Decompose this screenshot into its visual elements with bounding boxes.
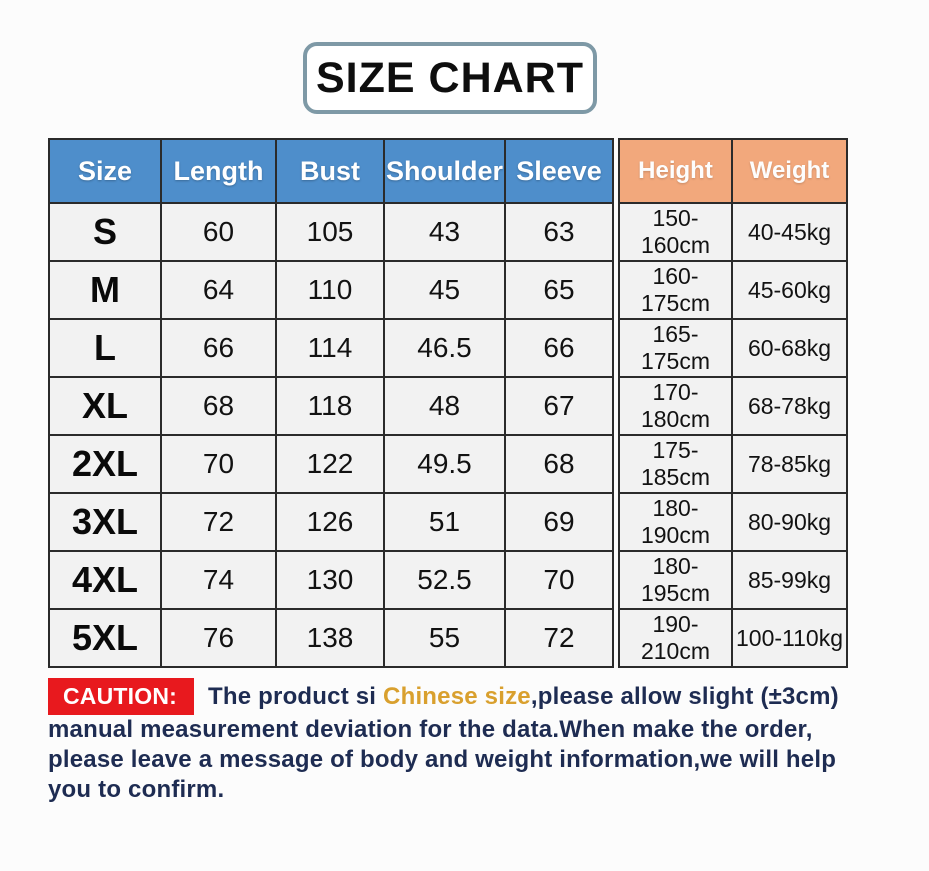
cell-length: 74 [160,550,277,610]
cell-shoulder: 49.5 [383,434,506,494]
size-chart-tables: Size Length Bust Shoulder Sleeve S 60 105 43 63 M… [48,138,848,668]
cell-weight: 80-90kg [731,492,848,552]
cell-height: 160-175cm [618,260,733,320]
cell-size: 2XL [48,434,162,494]
table-row-2xl: 2XL 70 122 49.5 68 [48,434,614,494]
caution-text-line4: you to confirm. [48,776,225,803]
caution-text-line2: manual measurement deviation for the dat… [48,716,813,743]
cell-length: 64 [160,260,277,320]
cell-size: XL [48,376,162,436]
body-row-xl: 170-180cm 68-78kg [618,376,848,436]
body-row-5xl: 190-210cm 100-110kg [618,608,848,668]
cell-bust: 126 [275,492,385,552]
cell-bust: 105 [275,202,385,262]
cell-height: 175-185cm [618,434,733,494]
table-row-4xl: 4XL 74 130 52.5 70 [48,550,614,610]
cell-sleeve: 67 [504,376,614,436]
cell-size: S [48,202,162,262]
cell-weight: 85-99kg [731,550,848,610]
cell-shoulder: 45 [383,260,506,320]
table-row-3xl: 3XL 72 126 51 69 [48,492,614,552]
cell-bust: 138 [275,608,385,668]
cell-height: 190-210cm [618,608,733,668]
table-row-l: L 66 114 46.5 66 [48,318,614,378]
cell-height: 180-195cm [618,550,733,610]
cell-bust: 118 [275,376,385,436]
cell-weight: 78-85kg [731,434,848,494]
cell-size: 3XL [48,492,162,552]
cell-shoulder: 55 [383,608,506,668]
caution-text-line3: please leave a message of body and weigh… [48,746,837,773]
column-header-length: Length [160,138,277,204]
cell-shoulder: 43 [383,202,506,262]
table-row-s: S 60 105 43 63 [48,202,614,262]
cell-size: 4XL [48,550,162,610]
column-header-sleeve: Sleeve [504,138,614,204]
caution-text-1: The product si [208,683,384,710]
cell-sleeve: 69 [504,492,614,552]
cell-weight: 100-110kg [731,608,848,668]
cell-length: 68 [160,376,277,436]
caution-note: CAUTION: The product si Chinese size,plea… [48,678,884,805]
table-row-5xl: 5XL 76 138 55 72 [48,608,614,668]
cell-height: 165-175cm [618,318,733,378]
body-row-s: 150-160cm 40-45kg [618,202,848,262]
cell-height: 180-190cm [618,492,733,552]
cell-shoulder: 48 [383,376,506,436]
body-row-l: 165-175cm 60-68kg [618,318,848,378]
cell-sleeve: 65 [504,260,614,320]
caution-badge: CAUTION: [48,678,195,715]
size-chart-title-box: SIZE CHART [303,42,597,114]
size-chart-title: SIZE CHART [316,53,584,102]
caution-highlight: Chinese size [383,683,531,710]
cell-weight: 45-60kg [731,260,848,320]
cell-bust: 110 [275,260,385,320]
column-header-shoulder: Shoulder [383,138,506,204]
cell-sleeve: 66 [504,318,614,378]
cell-size: 5XL [48,608,162,668]
cell-sleeve: 70 [504,550,614,610]
cell-size: L [48,318,162,378]
measurements-table: Size Length Bust Shoulder Sleeve S 60 105 43 63 M… [48,138,614,668]
cell-shoulder: 46.5 [383,318,506,378]
cell-shoulder: 51 [383,492,506,552]
cell-length: 76 [160,608,277,668]
table-row-xl: XL 68 118 48 67 [48,376,614,436]
cell-shoulder: 52.5 [383,550,506,610]
cell-length: 66 [160,318,277,378]
body-row-4xl: 180-195cm 85-99kg [618,550,848,610]
body-header-row: Height Weight [618,138,848,204]
cell-sleeve: 72 [504,608,614,668]
measure-header-row: Size Length Bust Shoulder Sleeve [48,138,614,204]
caution-text-2: ,please allow slight (±3cm) [530,683,839,710]
cell-bust: 114 [275,318,385,378]
column-header-bust: Bust [275,138,385,204]
cell-weight: 40-45kg [731,202,848,262]
body-row-2xl: 175-185cm 78-85kg [618,434,848,494]
cell-length: 70 [160,434,277,494]
body-table-body: 150-160cm 40-45kg 160-175cm 45-60kg 165-175c… [618,202,848,668]
cell-length: 72 [160,492,277,552]
cell-sleeve: 68 [504,434,614,494]
column-header-height: Height [618,138,733,204]
column-header-size: Size [48,138,162,204]
body-row-3xl: 180-190cm 80-90kg [618,492,848,552]
table-row-m: M 64 110 45 65 [48,260,614,320]
cell-bust: 122 [275,434,385,494]
column-header-weight: Weight [731,138,848,204]
cell-weight: 60-68kg [731,318,848,378]
body-stats-table: Height Weight 150-160cm 40-45kg 160-175cm 45… [618,138,848,668]
cell-length: 60 [160,202,277,262]
cell-size: M [48,260,162,320]
cell-height: 170-180cm [618,376,733,436]
cell-bust: 130 [275,550,385,610]
measure-table-body: S 60 105 43 63 M 64 110 45 65 L 66 114 46.5 66 XL 68 118 4… [48,202,614,668]
body-row-m: 160-175cm 45-60kg [618,260,848,320]
cell-sleeve: 63 [504,202,614,262]
cell-weight: 68-78kg [731,376,848,436]
cell-height: 150-160cm [618,202,733,262]
